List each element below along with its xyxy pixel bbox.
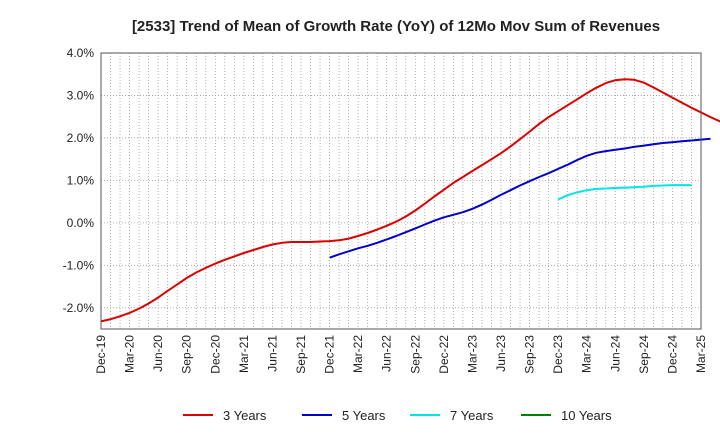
- x-tick-label: Jun-22: [380, 335, 394, 372]
- y-axis-ticks: -2.0% -1.0% 0.0% 1.0% 2.0% 3.0% 4.0%: [63, 46, 95, 315]
- x-tick-label: Sep-24: [637, 335, 651, 374]
- y-tick-label: -1.0%: [63, 258, 95, 272]
- x-tick-label: Mar-21: [237, 335, 251, 373]
- grid: [101, 52, 701, 329]
- series-lines: [100, 78, 720, 323]
- y-tick-label: 4.0%: [67, 46, 95, 60]
- x-tick-label: Mar-25: [694, 335, 708, 373]
- x-tick-label: Mar-24: [580, 335, 594, 373]
- legend-label: 3 Years: [223, 408, 267, 423]
- y-tick-label: -2.0%: [63, 301, 95, 315]
- legend-label: 5 Years: [342, 408, 386, 423]
- legend-label: 10 Years: [561, 408, 612, 423]
- series-line-7-years: [557, 184, 692, 201]
- y-tick-label: 2.0%: [67, 131, 95, 145]
- series-line-3-years: [100, 78, 720, 323]
- y-tick-label: 3.0%: [67, 88, 95, 102]
- x-tick-label: Dec-21: [323, 335, 337, 374]
- x-tick-label: Mar-23: [465, 335, 479, 373]
- y-tick-label: 0.0%: [67, 216, 95, 230]
- x-tick-label: Sep-21: [294, 335, 308, 374]
- x-tick-label: Mar-20: [123, 335, 137, 373]
- x-tick-label: Jun-20: [151, 335, 165, 372]
- series-line-5-years: [329, 137, 711, 259]
- legend: 3 Years 5 Years 7 Years 10 Years: [183, 408, 612, 423]
- x-tick-label: Mar-22: [351, 335, 365, 373]
- chart-title: [2533] Trend of Mean of Growth Rate (YoY…: [132, 18, 660, 35]
- x-axis-ticks: Dec-19 Mar-20 Jun-20 Sep-20 Dec-20 Mar-21 Jun-…: [94, 335, 708, 374]
- x-tick-label: Dec-22: [437, 335, 451, 374]
- x-tick-label: Jun-24: [608, 335, 622, 372]
- legend-label: 7 Years: [450, 408, 494, 423]
- x-tick-label: Dec-24: [665, 335, 679, 374]
- x-tick-label: Jun-21: [265, 335, 279, 372]
- x-tick-label: Dec-19: [94, 335, 108, 374]
- x-tick-label: Dec-23: [551, 335, 565, 374]
- y-tick-label: 1.0%: [67, 173, 95, 187]
- x-tick-label: Sep-23: [523, 335, 537, 374]
- x-tick-label: Jun-23: [494, 335, 508, 372]
- x-tick-label: Sep-20: [180, 335, 194, 374]
- plot-area: [100, 52, 702, 330]
- x-tick-label: Sep-22: [408, 335, 422, 374]
- x-tick-label: Dec-20: [208, 335, 222, 374]
